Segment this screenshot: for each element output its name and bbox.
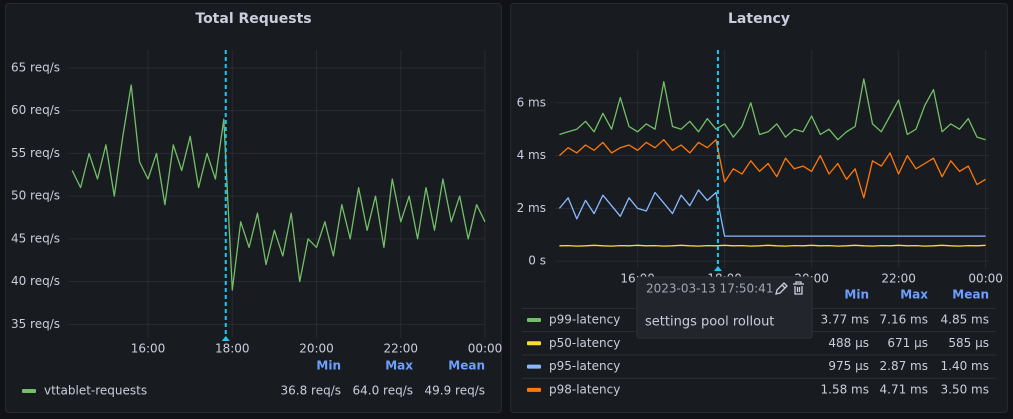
legend-stat: 3.77 ms — [821, 313, 869, 327]
series-line — [559, 78, 986, 141]
legend-stat: 671 μs — [887, 336, 928, 350]
annotation-marker — [713, 266, 722, 271]
legend-swatch — [527, 341, 541, 346]
y-tick-label: 40 req/s — [11, 274, 60, 288]
y-tick-label: 6 ms — [517, 95, 546, 109]
series-line — [559, 244, 986, 247]
panel-background — [5, 3, 502, 413]
legend-stat: 1.40 ms — [941, 359, 989, 373]
y-tick-label: 50 req/s — [11, 189, 60, 203]
legend-swatch — [527, 318, 541, 322]
annotation-time: 2023-03-13 17:50:41 — [646, 282, 773, 296]
legend-header: Min — [316, 359, 341, 373]
delete-icon[interactable] — [793, 281, 804, 295]
x-tick-label: 20:00 — [299, 342, 334, 356]
y-tick-label: 65 req/s — [11, 60, 60, 74]
legend-swatch — [22, 389, 36, 393]
y-tick-label: 35 req/s — [11, 317, 60, 331]
legend-swatch — [527, 364, 541, 369]
legend-header: Mean — [448, 359, 485, 373]
panel-background — [510, 3, 1008, 413]
legend-stat: 585 μs — [948, 336, 989, 350]
legend-header: Min — [844, 288, 869, 302]
series-line — [558, 189, 986, 237]
panel-title: Total Requests — [195, 11, 311, 27]
legend-stat: 4.71 ms — [880, 382, 928, 396]
legend-stat: 3.50 ms — [941, 382, 989, 396]
legend-stat: 49.9 req/s — [425, 384, 486, 398]
legend-label: vttablet-requests — [44, 384, 147, 398]
x-tick-label: 22:00 — [881, 272, 916, 286]
edit-icon[interactable] — [775, 282, 788, 295]
y-tick-label: 55 req/s — [11, 146, 60, 160]
legend-stat: 36.8 req/s — [281, 384, 342, 398]
annotation-text: settings pool rollout — [645, 315, 774, 330]
x-tick-label: 00:00 — [468, 342, 503, 356]
x-tick-label: 22:00 — [383, 342, 418, 356]
x-tick-label: 18:00 — [215, 342, 250, 356]
y-tick-label: 4 ms — [517, 148, 546, 162]
legend-stat: 4.85 ms — [941, 313, 989, 327]
plot-area: 35 req/s 40 req/s 45 req/s 50 req/s 55 req/s… — [11, 50, 486, 341]
legend-stat: 64.0 req/s — [353, 384, 414, 398]
y-tick-label: 0 s — [528, 254, 546, 268]
legend-stat: 975 μs — [828, 359, 869, 373]
x-tick-label: 00:00 — [968, 272, 1003, 286]
legend-header: Max — [900, 288, 928, 302]
annotation-tooltip: 2023-03-13 17:50:41 settings pool rollou… — [636, 276, 813, 339]
series-line — [71, 84, 486, 291]
series-line — [558, 139, 986, 199]
legend-label: p99-latency — [549, 313, 620, 327]
legend-label: p95-latency — [549, 359, 620, 373]
y-tick-label: 60 req/s — [11, 103, 60, 117]
legend-stat: 1.58 ms — [821, 382, 869, 396]
legend-label: p98-latency — [549, 382, 620, 396]
panel-title: Latency — [728, 11, 790, 27]
y-tick-label: 2 ms — [517, 201, 546, 215]
tooltip-box — [636, 276, 813, 339]
panel: Total Requests 35 req/s 40 req/s 45 req/s 50… — [5, 3, 503, 413]
legend-stat: 7.16 ms — [880, 313, 928, 327]
annotation-marker — [221, 336, 230, 341]
plot-area: 0 s 2 ms 4 ms 6 ms — [517, 50, 990, 271]
legend-label: p50-latency — [549, 336, 620, 350]
legend-swatch — [527, 387, 541, 392]
legend-header: Mean — [952, 288, 989, 302]
legend-header: Max — [385, 359, 413, 373]
legend-stat: 2.87 ms — [880, 359, 928, 373]
legend-stat: 488 μs — [828, 336, 869, 350]
y-tick-label: 45 req/s — [11, 231, 60, 245]
x-tick-label: 16:00 — [131, 342, 166, 356]
